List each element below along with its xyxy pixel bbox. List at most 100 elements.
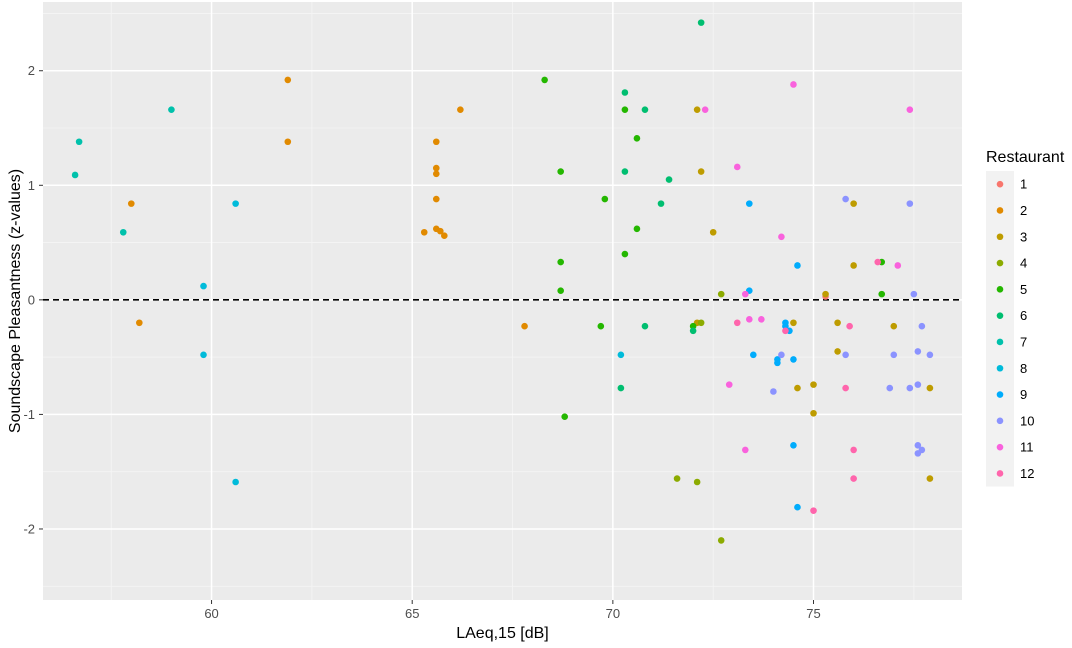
data-point-restaurant-3 bbox=[697, 168, 705, 175]
data-point-restaurant-5 bbox=[557, 168, 564, 175]
plot-panel bbox=[43, 2, 962, 600]
data-point-restaurant-2 bbox=[457, 106, 464, 113]
data-point-restaurant-2 bbox=[420, 228, 428, 236]
data-point-restaurant-3 bbox=[790, 319, 797, 327]
y-tick-label: -1 bbox=[23, 407, 35, 422]
data-point-restaurant-11 bbox=[758, 316, 765, 323]
data-point-restaurant-7 bbox=[75, 138, 83, 146]
data-point-restaurant-12 bbox=[733, 319, 741, 327]
legend-key-restaurant-3 bbox=[996, 233, 1004, 241]
data-point-restaurant-3 bbox=[693, 106, 701, 113]
data-point-restaurant-11 bbox=[741, 446, 749, 454]
data-point-restaurant-3 bbox=[822, 290, 829, 298]
x-tick-label: 60 bbox=[204, 606, 218, 621]
data-point-restaurant-9 bbox=[746, 200, 753, 207]
data-point-restaurant-3 bbox=[709, 228, 717, 236]
data-point-restaurant-5 bbox=[597, 322, 605, 330]
data-point-restaurant-8 bbox=[200, 282, 207, 290]
data-point-restaurant-2 bbox=[432, 170, 440, 178]
data-point-restaurant-12 bbox=[842, 384, 849, 392]
data-point-restaurant-2 bbox=[284, 76, 292, 84]
minor-gridlines bbox=[43, 2, 962, 600]
data-point-restaurant-5 bbox=[601, 195, 609, 203]
data-point-restaurant-10 bbox=[914, 348, 922, 355]
data-point-restaurant-10 bbox=[918, 322, 926, 330]
data-point-restaurant-10 bbox=[842, 351, 849, 359]
data-point-restaurant-5 bbox=[557, 287, 564, 294]
data-point-restaurant-10 bbox=[770, 388, 777, 395]
data-point-restaurant-5 bbox=[621, 250, 629, 258]
data-point-restaurant-8 bbox=[232, 478, 239, 486]
legend-key-restaurant-6 bbox=[996, 312, 1004, 319]
data-point-restaurant-6 bbox=[617, 384, 625, 392]
legend-key-background bbox=[986, 171, 1014, 487]
data-point-restaurant-8 bbox=[232, 200, 239, 207]
data-point-restaurant-11 bbox=[906, 106, 914, 113]
data-point-restaurant-8 bbox=[617, 351, 625, 359]
data-point-restaurant-11 bbox=[733, 163, 741, 171]
data-point-restaurant-2 bbox=[441, 232, 448, 240]
data-point-restaurant-10 bbox=[914, 442, 922, 449]
data-point-restaurant-2 bbox=[284, 138, 292, 146]
data-point-restaurant-3 bbox=[850, 262, 857, 269]
data-point-restaurant-6 bbox=[621, 89, 629, 96]
legend-label-restaurant-11: 11 bbox=[1020, 440, 1034, 455]
data-point-restaurant-10 bbox=[910, 290, 918, 298]
legend-label-restaurant-5: 5 bbox=[1020, 282, 1027, 297]
data-point-restaurant-10 bbox=[906, 200, 914, 207]
data-point-restaurant-12 bbox=[850, 475, 857, 482]
data-point-restaurant-8 bbox=[200, 351, 207, 359]
legend-key-restaurant-10 bbox=[996, 417, 1004, 425]
data-point-restaurant-9 bbox=[774, 359, 781, 367]
data-point-restaurant-3 bbox=[926, 475, 934, 482]
data-point-restaurant-11 bbox=[790, 81, 797, 88]
legend-key-restaurant-9 bbox=[996, 391, 1004, 398]
y-axis-ticks: -2 -1 0 1 2 bbox=[23, 63, 43, 536]
data-point-restaurant-5 bbox=[557, 258, 564, 266]
data-point-restaurant-3 bbox=[834, 348, 841, 355]
legend-label-restaurant-7: 7 bbox=[1020, 334, 1027, 349]
data-point-restaurant-9 bbox=[782, 322, 789, 330]
data-point-restaurant-7 bbox=[168, 106, 175, 113]
legend-label-restaurant-12: 12 bbox=[1020, 466, 1034, 481]
data-point-restaurant-2 bbox=[436, 227, 444, 235]
data-point-restaurant-3 bbox=[810, 381, 817, 388]
major-gridlines bbox=[43, 2, 962, 600]
data-point-restaurant-3 bbox=[850, 200, 857, 207]
data-point-restaurant-2 bbox=[127, 200, 135, 207]
data-point-restaurant-10 bbox=[778, 351, 785, 359]
legend-key-restaurant-4 bbox=[996, 259, 1004, 267]
data-point-restaurant-11 bbox=[778, 233, 785, 241]
data-point-restaurant-10 bbox=[914, 381, 922, 388]
data-points bbox=[71, 19, 934, 544]
data-point-restaurant-5 bbox=[541, 76, 548, 84]
data-point-restaurant-11 bbox=[894, 262, 902, 269]
data-point-restaurant-11 bbox=[725, 381, 733, 388]
data-point-restaurant-4 bbox=[673, 475, 681, 482]
data-point-restaurant-12 bbox=[846, 322, 853, 330]
data-point-restaurant-3 bbox=[926, 384, 934, 392]
x-axis-title: LAeq,15 [dB] bbox=[456, 625, 549, 642]
data-point-restaurant-5 bbox=[621, 106, 629, 113]
legend-key-restaurant-1 bbox=[996, 180, 1004, 188]
data-point-restaurant-9 bbox=[750, 351, 757, 359]
data-point-restaurant-12 bbox=[782, 327, 789, 335]
data-point-restaurant-2 bbox=[136, 319, 143, 327]
data-point-restaurant-9 bbox=[790, 356, 797, 363]
legend-key-restaurant-2 bbox=[996, 207, 1004, 214]
y-axis-title: Soundscape Pleasantness (z-values) bbox=[7, 169, 24, 433]
data-point-restaurant-12 bbox=[850, 446, 857, 454]
legend-label-restaurant-8: 8 bbox=[1020, 361, 1027, 376]
data-point-restaurant-4 bbox=[717, 290, 725, 298]
data-point-restaurant-6 bbox=[657, 200, 665, 207]
data-point-restaurant-11 bbox=[741, 290, 749, 298]
x-tick-label: 75 bbox=[806, 606, 820, 621]
data-point-restaurant-3 bbox=[810, 409, 817, 417]
legend-label-restaurant-4: 4 bbox=[1020, 256, 1027, 271]
data-point-restaurant-3 bbox=[794, 384, 801, 392]
legend-key-restaurant-11 bbox=[996, 443, 1004, 451]
legend-key-restaurant-7 bbox=[996, 338, 1004, 346]
data-point-restaurant-3 bbox=[834, 319, 841, 327]
y-tick-label: 2 bbox=[28, 63, 35, 78]
